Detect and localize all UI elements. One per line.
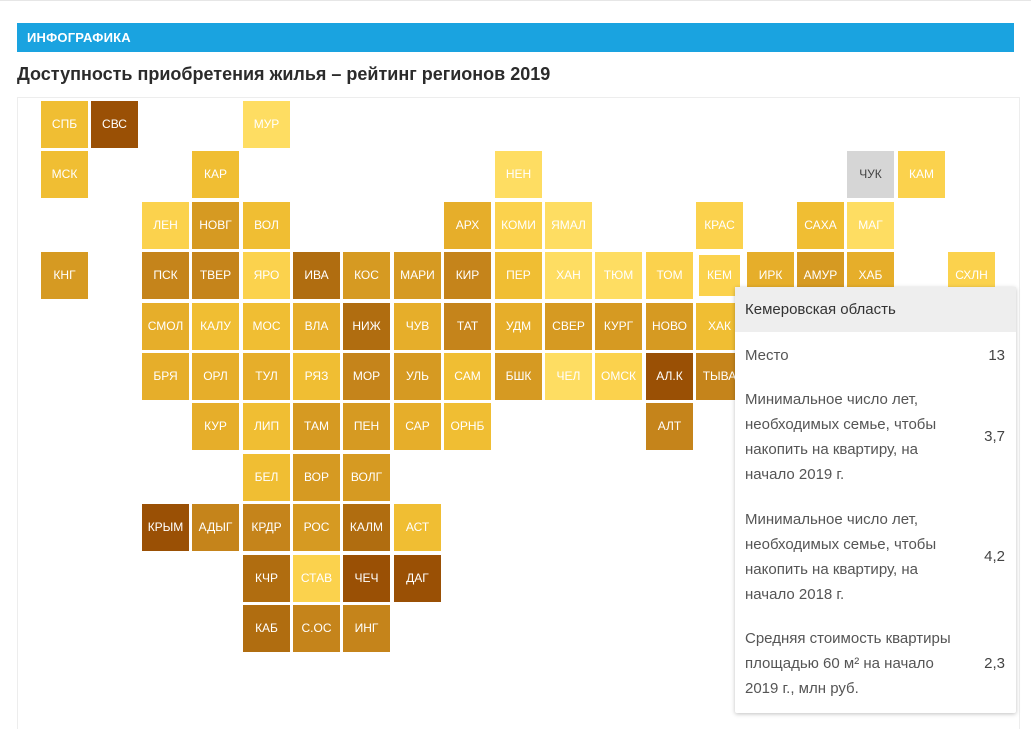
region-tile[interactable]: ВОЛГ (343, 454, 390, 501)
region-tile[interactable]: ЧУК (847, 151, 894, 198)
region-tile[interactable]: РЯЗ (293, 353, 340, 400)
section-badge: ИНФОГРАФИКА (17, 23, 1014, 52)
region-tile[interactable]: АЛТ (646, 403, 693, 450)
region-tile[interactable]: САР (394, 403, 441, 450)
region-tile[interactable]: ОМСК (595, 353, 642, 400)
region-tile[interactable]: МСК (41, 151, 88, 198)
tooltip-row-rank: Место 13 (745, 343, 1005, 368)
region-tile[interactable]: НОВГ (192, 202, 239, 249)
region-tile[interactable]: БРЯ (142, 353, 189, 400)
region-tile[interactable]: ЛЕН (142, 202, 189, 249)
region-tile[interactable]: КУРГ (595, 303, 642, 350)
region-tile[interactable]: НИЖ (343, 303, 390, 350)
region-tile[interactable]: ПСК (142, 252, 189, 299)
region-tile[interactable]: ЛИП (243, 403, 290, 450)
region-tile[interactable]: КОС (343, 252, 390, 299)
region-tooltip: Кемеровская область Место 13 Минимальное… (735, 287, 1016, 713)
region-tile[interactable]: СВЕР (545, 303, 592, 350)
region-tile[interactable]: ВЛА (293, 303, 340, 350)
region-tile[interactable]: САХА (797, 202, 844, 249)
region-tile[interactable]: КАБ (243, 605, 290, 652)
tooltip-region-name: Кемеровская область (735, 287, 1016, 332)
region-tile[interactable]: ИНГ (343, 605, 390, 652)
region-tile[interactable]: СПБ (41, 101, 88, 148)
region-tile[interactable]: ОРЛ (192, 353, 239, 400)
region-tile[interactable]: ВОР (293, 454, 340, 501)
region-tile[interactable]: ЯРО (243, 252, 290, 299)
region-tile[interactable]: ТУЛ (243, 353, 290, 400)
region-tile[interactable]: КОМИ (495, 202, 542, 249)
region-tile[interactable]: КАР (192, 151, 239, 198)
region-tile[interactable]: КАЛУ (192, 303, 239, 350)
region-tile[interactable]: ЧЕЛ (545, 353, 592, 400)
region-tile[interactable]: АЛ.К (646, 353, 693, 400)
region-tile[interactable]: ИВА (293, 252, 340, 299)
region-tile[interactable]: СВС (91, 101, 138, 148)
region-tile[interactable]: КРАС (696, 202, 743, 249)
tooltip-value: 13 (988, 347, 1005, 364)
region-tile[interactable]: УДМ (495, 303, 542, 350)
region-tile[interactable]: ОРНБ (444, 403, 491, 450)
region-tile[interactable]: КАЛМ (343, 504, 390, 551)
region-tile[interactable]: КНГ (41, 252, 88, 299)
region-tile[interactable]: ХАН (545, 252, 592, 299)
region-tile[interactable]: МОР (343, 353, 390, 400)
region-tile[interactable]: КУР (192, 403, 239, 450)
region-tile[interactable]: АСТ (394, 504, 441, 551)
region-tile[interactable]: КРЫМ (142, 504, 189, 551)
tooltip-label: Средняя стоимость квартиры площадью 60 м… (745, 630, 951, 697)
region-tile[interactable]: АДЫГ (192, 504, 239, 551)
region-tile[interactable]: КАМ (898, 151, 945, 198)
tooltip-row-price: Средняя стоимость квартиры площадью 60 м… (745, 626, 1005, 701)
tile-map-frame (17, 97, 1020, 729)
region-tile[interactable]: МОС (243, 303, 290, 350)
tooltip-value: 3,7 (984, 428, 1005, 445)
region-tile[interactable]: ПЕР (495, 252, 542, 299)
region-tile[interactable]: С.ОС (293, 605, 340, 652)
region-tile[interactable]: ТВЕР (192, 252, 239, 299)
region-tile[interactable]: АРХ (444, 202, 491, 249)
region-tile[interactable]: НЕН (495, 151, 542, 198)
tooltip-row-years-2019: Минимальное число лет, необходимых семье… (745, 387, 1005, 487)
region-tile[interactable]: ВОЛ (243, 202, 290, 249)
tooltip-value: 2,3 (984, 655, 1005, 672)
page-title: Доступность приобретения жилья – рейтинг… (17, 64, 551, 84)
region-tile[interactable]: КРДР (243, 504, 290, 551)
region-tile[interactable]: КИР (444, 252, 491, 299)
region-tile[interactable]: МАРИ (394, 252, 441, 299)
region-tile[interactable]: ЧУВ (394, 303, 441, 350)
region-tile[interactable]: ТАМ (293, 403, 340, 450)
region-tile[interactable]: ТЮМ (595, 252, 642, 299)
region-tile[interactable]: КЧР (243, 555, 290, 602)
region-tile[interactable]: МАГ (847, 202, 894, 249)
region-tile[interactable]: СМОЛ (142, 303, 189, 350)
region-tile[interactable]: МУР (243, 101, 290, 148)
region-tile[interactable]: ТАТ (444, 303, 491, 350)
region-tile[interactable]: БЕЛ (243, 454, 290, 501)
tooltip-label: Место (745, 347, 789, 364)
region-tile[interactable]: САМ (444, 353, 491, 400)
region-tile[interactable]: ДАГ (394, 555, 441, 602)
tooltip-label: Минимальное число лет, необходимых семье… (745, 511, 937, 603)
tooltip-row-years-2018: Минимальное число лет, необходимых семье… (745, 507, 1005, 607)
region-tile[interactable]: ТОМ (646, 252, 693, 299)
region-tile[interactable]: РОС (293, 504, 340, 551)
top-divider (0, 0, 1031, 1)
region-tile[interactable]: ЧЕЧ (343, 555, 390, 602)
region-tile[interactable]: СТАВ (293, 555, 340, 602)
region-tile[interactable]: НОВО (646, 303, 693, 350)
region-tile[interactable]: ПЕН (343, 403, 390, 450)
region-tile[interactable]: УЛЬ (394, 353, 441, 400)
region-tile[interactable]: ЯМАЛ (545, 202, 592, 249)
tooltip-value: 4,2 (984, 548, 1005, 565)
tooltip-label: Минимальное число лет, необходимых семье… (745, 391, 937, 483)
region-tile[interactable]: БШК (495, 353, 542, 400)
